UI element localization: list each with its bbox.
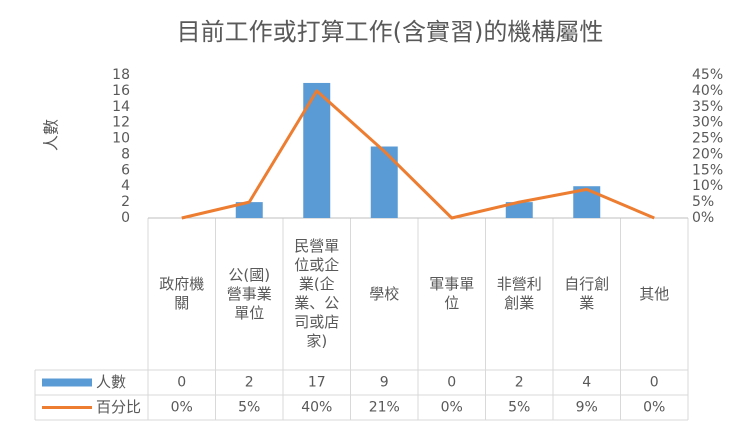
x-tick-label: 公(國)營事業單位 [226, 265, 272, 322]
x-tick-label: 政府機關 [159, 275, 205, 312]
table-value: 0 [650, 375, 659, 391]
y-tick-label: 18 [112, 67, 130, 83]
y2-tick-label: 15% [692, 162, 723, 178]
legend-key [42, 378, 92, 387]
y2-tick-label: 5% [692, 194, 714, 210]
y-tick-label: 4 [121, 178, 130, 194]
x-tick-label: 非營利創業 [496, 275, 542, 312]
x-tick-label: 學校 [369, 284, 400, 303]
bar [235, 202, 263, 218]
line [181, 89, 655, 220]
table-value: 40% [301, 400, 332, 416]
x-tick-label: 自行創業 [564, 275, 610, 312]
legend-label: 百分比 [96, 398, 141, 416]
table-value: 2 [515, 375, 524, 391]
y-tick-label: 0 [121, 210, 130, 226]
bar [505, 202, 533, 218]
table-value: 0% [171, 400, 193, 416]
y-tick-label: 16 [112, 83, 130, 99]
bar [370, 146, 398, 218]
table-value: 2 [245, 375, 254, 391]
table-value: 5% [238, 400, 260, 416]
y-tick-label: 8 [121, 146, 130, 162]
x-tick-label: 民營單位或企業(企業、公司或店家) [294, 237, 340, 350]
y-axis-title: 人數 [42, 119, 61, 151]
table-value: 17 [308, 375, 326, 391]
table-value: 9 [380, 375, 389, 391]
table-value: 4 [582, 375, 591, 391]
bar [303, 82, 331, 218]
y2-tick-label: 40% [692, 83, 723, 99]
y-tick-label: 14 [112, 99, 130, 115]
chart-title: 目前工作或打算工作(含實習)的機構屬性 [177, 18, 604, 46]
y2-tick-label: 45% [692, 67, 723, 83]
y2-tick-label: 35% [692, 99, 723, 115]
y2-tick-label: 25% [692, 131, 723, 147]
table-value: 0% [441, 400, 463, 416]
table-value: 21% [369, 400, 400, 416]
y-tick-label: 12 [112, 115, 130, 131]
y2-tick-label: 10% [692, 178, 723, 194]
y2-tick-label: 20% [692, 146, 723, 162]
y-tick-label: 10 [112, 131, 130, 147]
y2-tick-label: 0% [692, 210, 714, 226]
legend-label: 人數 [96, 373, 126, 391]
table-value: 0 [177, 375, 186, 391]
x-tick-label: 軍事單位 [429, 275, 475, 312]
table-value: 5% [508, 400, 530, 416]
table-value: 0% [643, 400, 665, 416]
y-tick-label: 6 [121, 162, 130, 178]
x-tick-label: 其他 [639, 284, 670, 303]
y2-tick-label: 30% [692, 115, 723, 131]
y-tick-label: 2 [121, 194, 130, 210]
table-value: 9% [576, 400, 598, 416]
table-value: 0 [447, 375, 456, 391]
